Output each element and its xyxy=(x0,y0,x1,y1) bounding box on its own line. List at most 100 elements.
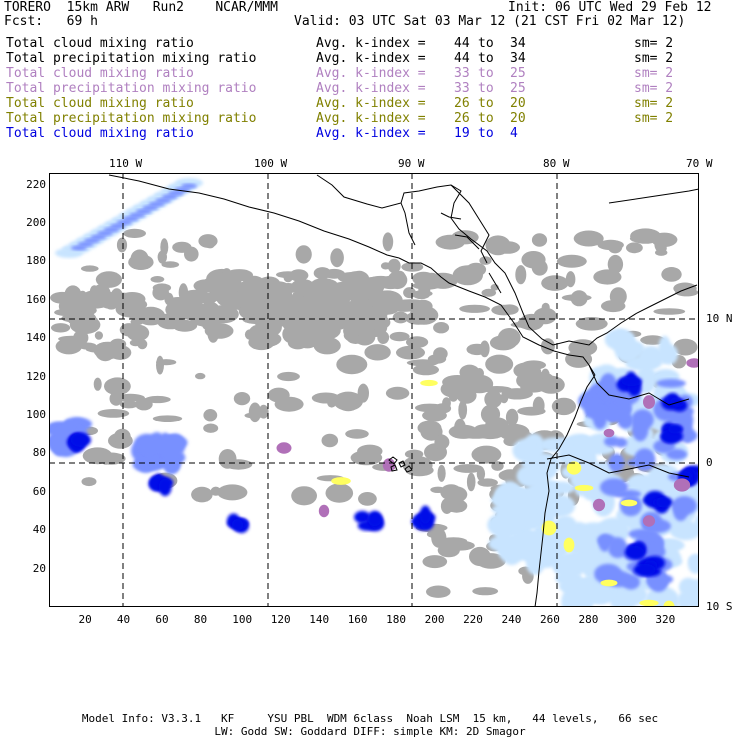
mid-blue-patch xyxy=(143,456,163,471)
longitude-label: 100 W xyxy=(254,157,288,170)
south-america-pacific-coast xyxy=(534,374,596,607)
legend-kindex-to-word: to xyxy=(478,96,494,111)
legend-kindex-from: 26 xyxy=(454,111,470,126)
legend-kindex-from: 33 xyxy=(454,81,470,96)
gray-cloud-patch xyxy=(601,300,626,313)
gray-cloud-patch xyxy=(130,249,149,269)
gray-cloud-patch xyxy=(118,292,146,306)
gray-cloud-patch xyxy=(50,291,75,304)
gray-cloud-patch xyxy=(244,329,255,340)
gray-cloud-patch xyxy=(501,388,533,400)
gray-cloud-patch xyxy=(551,397,576,416)
gray-cloud-patch xyxy=(298,295,325,309)
gray-cloud-patch xyxy=(54,308,82,317)
gray-cloud-patch xyxy=(481,288,497,297)
gray-cloud-patch xyxy=(210,486,221,496)
gray-cloud-patch xyxy=(96,452,126,465)
gray-cloud-patch xyxy=(452,265,483,286)
gray-cloud-patch xyxy=(443,376,472,388)
light-blue-patch xyxy=(604,328,635,351)
gray-cloud-patch xyxy=(541,275,569,291)
deep-blue-core xyxy=(668,424,683,434)
mid-blue-patch xyxy=(656,379,686,388)
gray-cloud-patch xyxy=(55,338,82,355)
legend-smoothing: sm= 2 xyxy=(634,81,674,96)
light-blue-patch xyxy=(658,538,682,550)
gray-cloud-patch xyxy=(351,323,360,338)
light-blue-patch xyxy=(677,591,692,607)
gray-cloud-patch xyxy=(434,434,450,450)
legend-kindex-to: 34 xyxy=(510,36,526,51)
grid-y-tick-label: 120 xyxy=(26,369,46,383)
gray-cloud-patch xyxy=(189,307,221,327)
gray-cloud-patch xyxy=(476,467,486,481)
gray-cloud-patch xyxy=(422,409,447,422)
gray-cloud-patch xyxy=(497,328,521,348)
deep-blue-core xyxy=(158,478,172,497)
gray-cloud-patch xyxy=(593,269,622,285)
gray-cloud-patch xyxy=(513,362,537,379)
gray-cloud-patch xyxy=(532,396,545,415)
gray-cloud-patch xyxy=(203,423,219,433)
gray-cloud-patch xyxy=(561,294,592,302)
gray-cloud-patch xyxy=(277,371,300,382)
init-time: Init: 06 UTC Wed 29 Feb 12 xyxy=(508,0,712,15)
light-blue-patch xyxy=(571,586,595,606)
grid-x-tick-label: 140 xyxy=(309,613,330,626)
gray-cloud-patch xyxy=(295,245,312,264)
gray-cloud-patch xyxy=(426,585,451,598)
gray-cloud-patch xyxy=(382,232,394,252)
purple-precip-field xyxy=(276,358,699,527)
legend-field-name: Total precipitation mixing ratio xyxy=(6,51,257,66)
gray-cloud-patch xyxy=(435,234,465,250)
gray-cloud-patch xyxy=(412,364,439,376)
mid-blue-streak xyxy=(129,212,146,218)
gray-cloud-patch xyxy=(156,359,177,366)
gray-cloud-patch xyxy=(233,392,251,406)
purple-precip-patch xyxy=(382,458,396,472)
light-blue-patch xyxy=(500,485,523,510)
gray-cloud-patch xyxy=(77,290,88,306)
grid-y-tick-label: 140 xyxy=(26,331,46,345)
purple-precip-patch xyxy=(673,478,691,492)
latitude-label: 10 N xyxy=(706,312,733,325)
gray-cloud-patch xyxy=(458,400,468,420)
legend-kindex-label: Avg. k-index = xyxy=(316,126,426,141)
gray-cloud-patch xyxy=(661,267,682,282)
gray-cloud-patch xyxy=(336,354,368,375)
grid-x-tick-label: 260 xyxy=(540,613,560,626)
legend-kindex-from: 44 xyxy=(454,51,470,66)
gray-cloud-patch xyxy=(465,374,494,394)
gray-cloud-patch xyxy=(274,396,304,412)
gray-cloud-patch xyxy=(485,235,511,256)
central-america-pacific xyxy=(398,257,596,376)
light-blue-patch xyxy=(523,531,554,545)
grid-y-tick-label: 200 xyxy=(26,215,46,229)
legend-smoothing: sm= 2 xyxy=(634,36,674,51)
deep-blue-core xyxy=(656,496,673,508)
purple-precip-patch xyxy=(592,498,606,512)
longitude-label: 110 W xyxy=(109,157,143,170)
galapagos-islands xyxy=(388,456,413,473)
latitude-label: 10 S xyxy=(706,600,733,613)
light-blue-patch xyxy=(619,588,635,607)
light-blue-patch xyxy=(573,529,599,556)
gray-cloud-patch xyxy=(519,313,544,331)
gray-cloud-patch xyxy=(531,233,548,247)
gray-cloud-patch xyxy=(459,304,490,313)
grid-x-tick-label: 300 xyxy=(616,613,637,626)
gray-cloud-patch xyxy=(274,295,300,315)
gray-cloud-patch xyxy=(515,265,527,285)
grid-x-tick-label: 280 xyxy=(578,613,599,626)
light-blue-patch xyxy=(502,515,534,527)
mid-blue-patch xyxy=(140,438,166,455)
purple-precip-patch xyxy=(642,515,656,527)
gray-cloud-patch xyxy=(258,404,269,419)
gray-cloud-patch xyxy=(472,587,499,596)
light-blue-patch xyxy=(638,345,664,370)
purple-precip-patch xyxy=(686,358,699,368)
gray-cloud-patch xyxy=(445,540,475,551)
gray-cloud-patch xyxy=(150,276,165,283)
gray-cloud-patch xyxy=(607,254,624,274)
grid-x-tick-label: 40 xyxy=(116,613,131,626)
